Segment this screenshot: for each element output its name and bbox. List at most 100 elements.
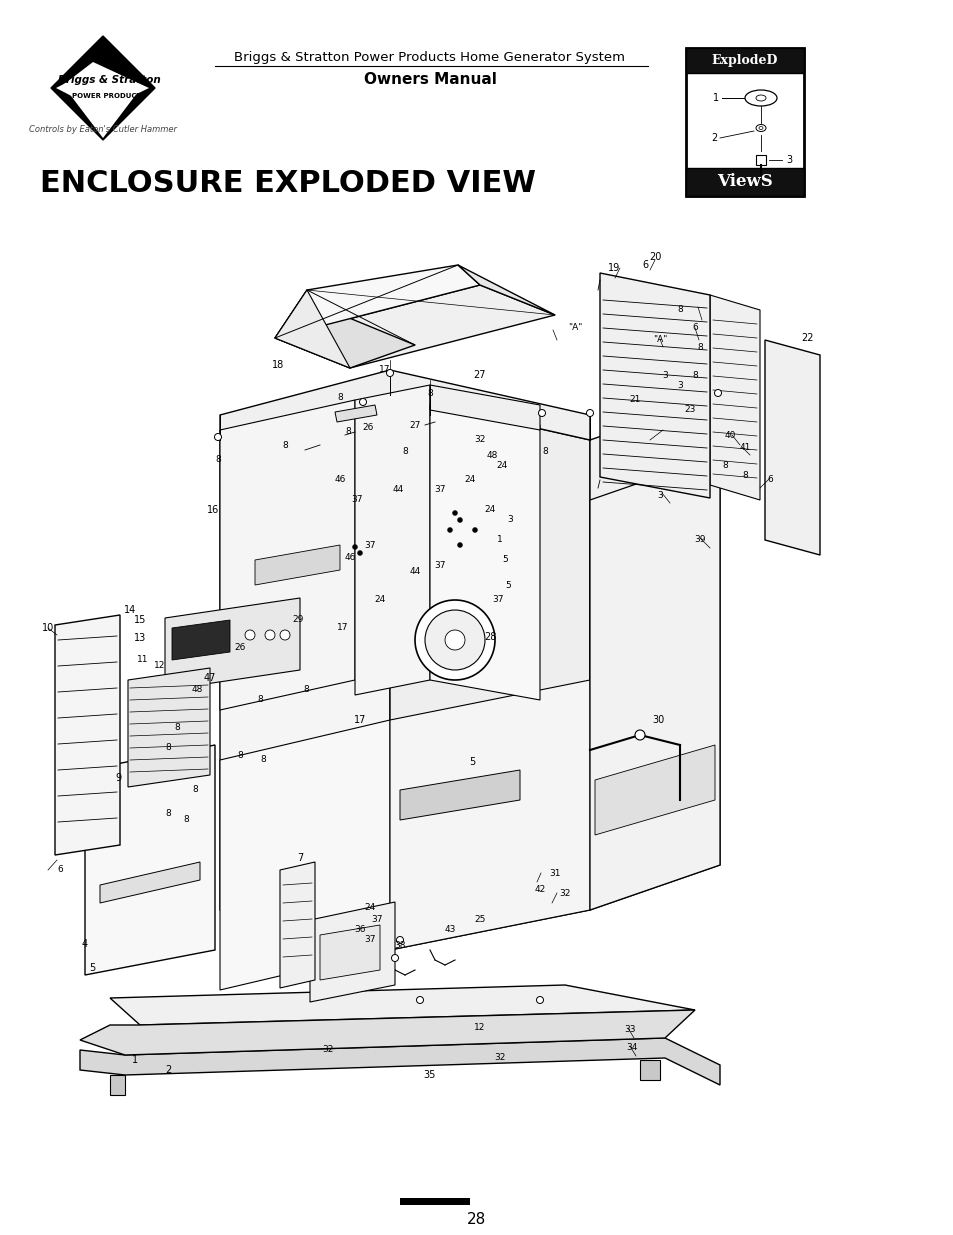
Bar <box>685 48 803 73</box>
Polygon shape <box>457 266 555 315</box>
Text: 41: 41 <box>739 443 750 452</box>
Text: 8: 8 <box>165 809 171 818</box>
Ellipse shape <box>424 610 484 671</box>
Text: 17: 17 <box>354 715 366 725</box>
Text: 2: 2 <box>165 1065 171 1074</box>
Circle shape <box>452 510 457 515</box>
Ellipse shape <box>415 600 495 680</box>
Text: 24: 24 <box>364 904 375 913</box>
Polygon shape <box>220 720 390 990</box>
Polygon shape <box>56 70 91 106</box>
Text: 24: 24 <box>496 461 507 469</box>
Circle shape <box>386 369 393 377</box>
Text: 8: 8 <box>192 785 197 794</box>
Polygon shape <box>589 395 720 910</box>
Text: 37: 37 <box>351 495 362 505</box>
Polygon shape <box>59 62 149 107</box>
Text: 6: 6 <box>766 475 772 484</box>
Text: 8: 8 <box>402 447 408 457</box>
Text: 3: 3 <box>677 380 682 389</box>
Text: 48: 48 <box>192 685 202 694</box>
Text: 44: 44 <box>409 568 420 577</box>
Polygon shape <box>595 745 714 835</box>
Text: 8: 8 <box>303 685 309 694</box>
Text: 28: 28 <box>483 632 496 642</box>
Text: Briggs & Stratton Power Products Home Generator System: Briggs & Stratton Power Products Home Ge… <box>234 51 625 63</box>
Ellipse shape <box>755 95 765 101</box>
Polygon shape <box>319 925 379 981</box>
Text: 13: 13 <box>133 634 146 643</box>
Text: ENCLOSURE EXPLODED VIEW: ENCLOSURE EXPLODED VIEW <box>40 168 536 198</box>
Text: 8: 8 <box>697 343 702 352</box>
Circle shape <box>357 551 362 556</box>
Polygon shape <box>80 1037 720 1086</box>
Text: 37: 37 <box>364 935 375 945</box>
Text: 37: 37 <box>371 915 382 925</box>
Text: 6: 6 <box>57 866 63 874</box>
Polygon shape <box>599 273 709 498</box>
Text: 19: 19 <box>607 263 619 273</box>
Text: 4: 4 <box>82 939 88 948</box>
Text: 39: 39 <box>694 536 705 545</box>
Text: 12: 12 <box>474 1024 485 1032</box>
Polygon shape <box>430 385 539 430</box>
Text: 12: 12 <box>154 661 166 669</box>
Text: 8: 8 <box>677 305 682 315</box>
Text: 48: 48 <box>486 451 497 459</box>
Text: 26: 26 <box>362 424 374 432</box>
Text: 8: 8 <box>427 389 433 398</box>
Text: 8: 8 <box>174 724 180 732</box>
Text: 40: 40 <box>723 431 735 440</box>
Text: 8: 8 <box>721 461 727 469</box>
Circle shape <box>457 542 462 547</box>
Polygon shape <box>165 598 299 690</box>
Text: Briggs & Stratton: Briggs & Stratton <box>57 75 160 85</box>
Text: 44: 44 <box>392 485 403 494</box>
Text: 26: 26 <box>234 643 246 652</box>
Text: 16: 16 <box>207 505 219 515</box>
Polygon shape <box>85 745 214 974</box>
Text: 32: 32 <box>322 1046 334 1055</box>
Text: 3: 3 <box>785 156 791 165</box>
Text: 32: 32 <box>494 1053 505 1062</box>
Bar <box>685 48 803 196</box>
Text: 21: 21 <box>629 395 640 405</box>
Text: 8: 8 <box>282 441 288 450</box>
Polygon shape <box>274 290 307 338</box>
Text: 46: 46 <box>334 475 345 484</box>
Text: 8: 8 <box>257 695 263 704</box>
Text: 8: 8 <box>336 394 342 403</box>
Polygon shape <box>274 290 350 368</box>
Text: 6: 6 <box>641 261 647 270</box>
Text: 20: 20 <box>648 252 660 262</box>
Text: 8: 8 <box>741 471 747 479</box>
Text: 8: 8 <box>214 456 221 464</box>
Text: 34: 34 <box>626 1044 637 1052</box>
Polygon shape <box>55 615 120 855</box>
Text: 18: 18 <box>272 359 284 370</box>
Text: 3: 3 <box>661 370 667 379</box>
Text: 17: 17 <box>337 624 349 632</box>
Text: POWER PRODUCTS: POWER PRODUCTS <box>71 93 146 99</box>
Text: 8: 8 <box>691 370 698 379</box>
Text: Controls by Eaton's Cutler Hammer: Controls by Eaton's Cutler Hammer <box>29 126 177 135</box>
Text: 37: 37 <box>434 561 445 569</box>
Polygon shape <box>100 862 200 903</box>
Text: 32: 32 <box>558 888 570 898</box>
Text: 38: 38 <box>394 941 405 950</box>
Text: 37: 37 <box>492 595 503 604</box>
Text: 1: 1 <box>712 93 719 103</box>
Polygon shape <box>274 315 415 368</box>
Text: 11: 11 <box>137 656 149 664</box>
Polygon shape <box>335 405 376 422</box>
Text: 27: 27 <box>474 370 486 380</box>
Circle shape <box>537 410 545 416</box>
Text: "A": "A" <box>567 322 581 331</box>
Polygon shape <box>274 266 479 338</box>
Text: 47: 47 <box>204 673 216 683</box>
Text: 10: 10 <box>42 622 54 634</box>
Polygon shape <box>51 36 154 140</box>
Polygon shape <box>430 405 539 700</box>
Polygon shape <box>310 902 395 1002</box>
Polygon shape <box>709 295 760 500</box>
